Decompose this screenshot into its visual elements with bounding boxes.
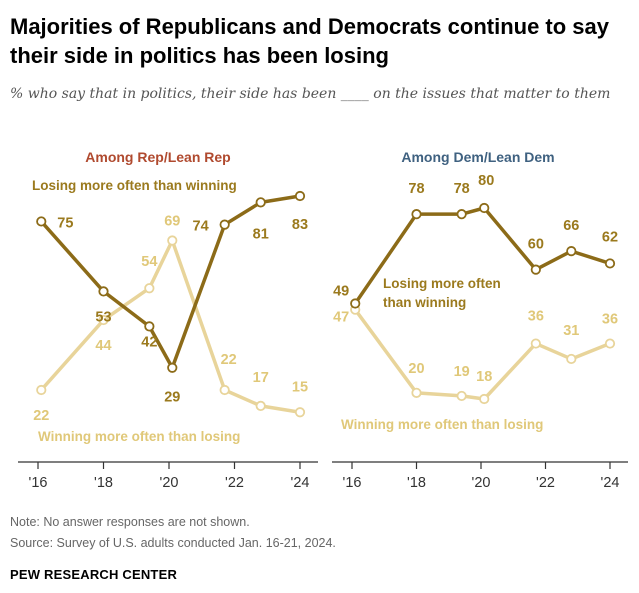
data-label-winning: 15 — [292, 379, 308, 395]
data-point-losing — [604, 258, 616, 269]
data-point-winning — [255, 400, 266, 412]
data-point-losing — [566, 246, 577, 257]
data-label-winning: 36 — [528, 309, 544, 325]
note: Note: No answer responses are not shown. — [10, 515, 250, 529]
data-label-losing: 62 — [602, 229, 618, 245]
panel-title: Among Dem/Lean Dem — [401, 149, 554, 165]
data-point-losing — [36, 216, 47, 227]
data-label-losing: 78 — [408, 181, 424, 197]
data-point-winning — [604, 338, 616, 349]
x-tick-label: '24 — [291, 475, 310, 491]
data-point-losing — [255, 197, 266, 208]
data-label-winning: 19 — [454, 364, 470, 380]
data-label-winning: 31 — [563, 323, 579, 339]
x-tick-label: '20 — [472, 475, 491, 491]
data-point-winning — [479, 393, 490, 405]
data-label-losing: 60 — [528, 237, 544, 253]
chart-title: Majorities of Republicans and Democrats … — [10, 14, 610, 68]
data-point-winning — [411, 387, 422, 398]
source: Source: Survey of U.S. adults conducted … — [10, 536, 336, 550]
x-tick-label: '24 — [601, 475, 620, 491]
data-label-losing: 81 — [253, 226, 269, 242]
data-label-winning: 36 — [602, 312, 618, 328]
data-point-losing — [411, 209, 422, 220]
data-label-losing: 42 — [141, 334, 157, 350]
data-label-winning: 44 — [95, 338, 111, 354]
data-label-winning: 47 — [333, 310, 349, 326]
chart-subtitle: % who say that in politics, their side h… — [10, 86, 611, 102]
x-tick-label: '18 — [94, 475, 113, 491]
data-point-losing — [98, 286, 109, 297]
x-tick-label: '20 — [160, 475, 179, 491]
x-tick-label: '16 — [343, 475, 362, 491]
data-point-losing — [530, 264, 541, 275]
series-label-losing: Losing more often than winning — [32, 178, 237, 193]
data-label-losing: 75 — [57, 215, 73, 231]
data-point-losing — [350, 298, 361, 309]
data-point-winning — [456, 390, 467, 402]
line-charts: Among Rep/Lean Rep '16 '18 '20 '22 '24 22 44 54 6… — [18, 149, 628, 491]
panel-title: Among Rep/Lean Rep — [85, 149, 230, 165]
data-label-losing: 29 — [164, 390, 180, 406]
data-label-losing: 53 — [95, 309, 111, 325]
data-point-winning — [219, 384, 230, 396]
data-label-winning: 17 — [253, 370, 269, 386]
data-point-losing — [167, 362, 178, 373]
data-label-losing: 74 — [193, 219, 209, 235]
data-point-winning — [294, 407, 306, 418]
chart-panel-1: Among Rep/Lean Rep '16 '18 '20 '22 '24 22 44 54 6… — [18, 149, 318, 491]
chart-panel-2: Among Dem/Lean Dem '16 '18 '20 '22 '24 47 20 19 1… — [332, 149, 628, 491]
data-label-losing: 80 — [478, 173, 494, 189]
data-label-losing: 83 — [292, 217, 308, 233]
data-label-winning: 20 — [408, 361, 424, 377]
series-label-winning: Winning more often than losing — [341, 417, 543, 432]
data-point-losing — [294, 190, 306, 202]
data-point-losing — [144, 321, 155, 332]
x-tick-label: '18 — [407, 475, 426, 491]
x-tick-label: '22 — [536, 475, 555, 491]
data-label-winning: 22 — [221, 352, 237, 368]
data-point-winning — [36, 384, 47, 396]
data-point-losing — [456, 209, 467, 220]
data-point-losing — [479, 202, 490, 214]
data-point-winning — [530, 338, 541, 349]
series-label-losing: Losing more often than winning — [383, 276, 501, 310]
x-tick-label: '22 — [225, 475, 244, 491]
data-point-winning — [566, 353, 577, 365]
data-point-winning — [144, 283, 155, 294]
data-label-losing: 78 — [454, 181, 470, 197]
x-tick-label: '16 — [29, 475, 48, 491]
data-point-winning — [167, 235, 178, 246]
series-label-winning: Winning more often than losing — [38, 429, 240, 444]
data-label-winning: 22 — [33, 408, 49, 424]
data-label-winning: 54 — [141, 254, 157, 270]
data-point-losing — [219, 219, 230, 230]
org-name: PEW RESEARCH CENTER — [10, 567, 178, 582]
data-point-winning — [98, 314, 109, 326]
data-label-winning: 69 — [164, 214, 180, 230]
data-label-losing: 49 — [333, 284, 349, 300]
data-label-losing: 66 — [563, 218, 579, 234]
data-label-winning: 18 — [476, 369, 492, 385]
